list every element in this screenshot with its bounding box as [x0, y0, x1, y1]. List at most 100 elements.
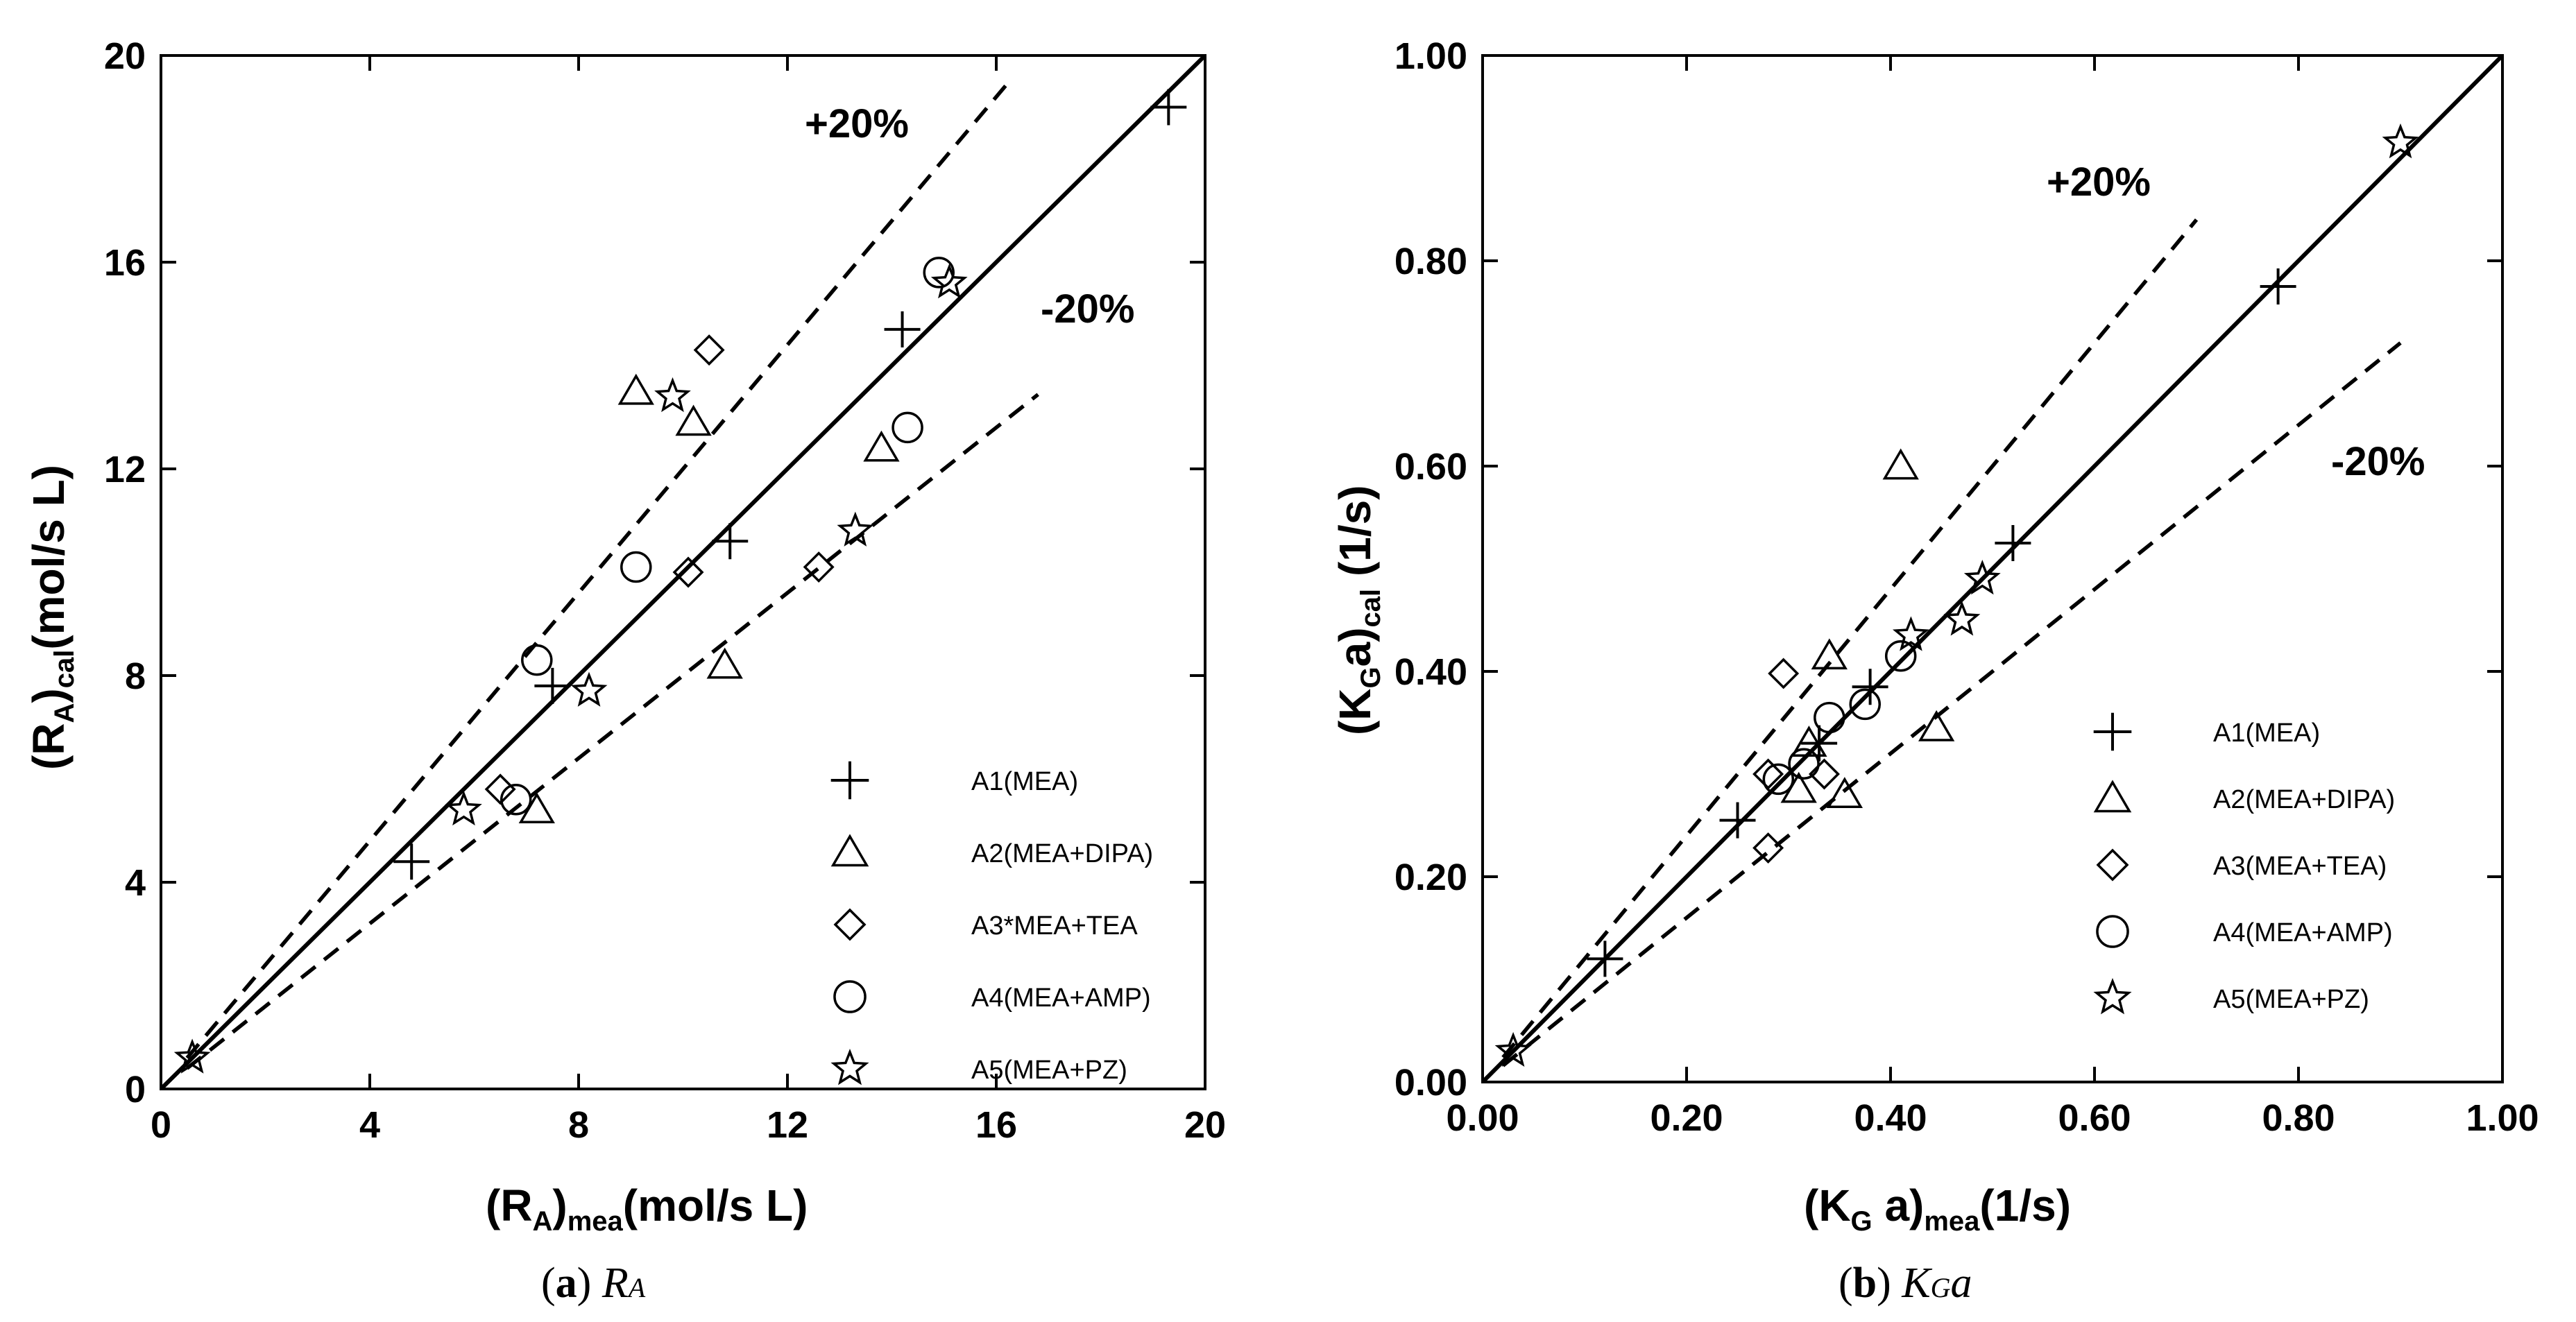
reference-line-minus20pct: [1501, 341, 2402, 1067]
data-point-circle: [892, 411, 923, 444]
legend-label: A2(MEA+DIPA): [971, 839, 1153, 868]
legend-marker-circle: [833, 980, 867, 1013]
x-tick-label: 20: [1184, 1104, 1226, 1146]
x-tick-label: 0.20: [1650, 1097, 1723, 1139]
data-point-star: [1892, 616, 1929, 651]
legend-marker-diamond: [2096, 848, 2129, 882]
legend-label: A1(MEA): [2213, 719, 2320, 748]
x-axis-title-b: (KG a)mea(1/s): [1804, 1181, 2071, 1237]
legend-marker-diamond: [833, 908, 867, 941]
data-point-star: [1963, 560, 2001, 595]
y-tick-label: 20: [104, 35, 146, 77]
chart-panel-a: 0 4 8 12 16 20 0 4 8 12 16 20 +20% -20% (RA)mea(mo…: [24, 35, 1226, 1307]
data-point-plus: [2260, 268, 2296, 304]
data-point-circle: [521, 644, 553, 676]
data-point-triangle: [1826, 777, 1863, 808]
data-point-circle: [923, 257, 955, 289]
data-point-circle: [1788, 748, 1820, 780]
x-tick-label: 4: [359, 1104, 380, 1146]
caption-a: (a) RA: [541, 1260, 646, 1307]
y-tick-label: 0.40: [1394, 651, 1467, 693]
x-tick-label: 0: [151, 1104, 171, 1146]
data-point-star: [570, 671, 608, 707]
legend-label: A4(MEA+AMP): [971, 984, 1151, 1013]
band-label-plus-a: +20%: [805, 101, 909, 146]
data-point-triangle: [518, 792, 555, 824]
data-point-triangle: [863, 430, 900, 462]
reference-line-minus20pct: [185, 393, 1039, 1070]
y-tick-label: 4: [125, 862, 146, 904]
data-point-triangle: [706, 647, 743, 679]
data-point-star: [930, 264, 968, 299]
band-label-plus-b: +20%: [2047, 160, 2151, 205]
x-tick-label: 12: [767, 1104, 808, 1146]
y-tick-label: 0.60: [1394, 446, 1467, 488]
reference-line-parity: [1483, 55, 2502, 1082]
data-point-plus: [534, 667, 571, 704]
data-point-star: [1494, 1031, 1532, 1067]
legend-marker-plus: [830, 761, 869, 800]
legend-marker-star: [2093, 978, 2132, 1015]
legend-marker-circle: [2096, 915, 2129, 948]
legend-label: A3*MEA+TEA: [971, 911, 1138, 941]
caption-b: (b) KGa: [1839, 1260, 1972, 1307]
data-points-a: [173, 89, 1187, 1074]
y-tick-labels-b: 0.00 0.20 0.40 0.60 0.80 1.00: [1394, 35, 1467, 1104]
data-point-plus: [1587, 941, 1623, 977]
data-point-triangle: [1791, 726, 1827, 757]
data-point-diamond: [1808, 758, 1840, 790]
y-tick-label: 12: [104, 449, 146, 490]
data-point-diamond: [484, 773, 516, 805]
x-tick-label: 0.00: [1446, 1097, 1519, 1139]
data-point-triangle: [1918, 710, 1955, 741]
data-point-circle: [1814, 701, 1845, 734]
reference-line-plus20pct: [1501, 218, 2199, 1059]
data-point-plus: [1719, 802, 1756, 839]
y-tick-label: 16: [104, 242, 146, 284]
legend-a: A1(MEA) A2(MEA+DIPA) A3*MEA+TEA A4(MEA+AMP)…: [830, 761, 1153, 1085]
chart-panel-b: 0.00 0.20 0.40 0.60 0.80 1.00 0.00 0.20 0.40 0.6…: [1330, 35, 2539, 1307]
legend-label: A1(MEA): [971, 767, 1078, 796]
data-point-plus: [1150, 89, 1187, 126]
band-label-minus-a: -20%: [1041, 286, 1134, 332]
data-point-diamond: [1768, 658, 1800, 689]
x-tick-labels-a: 0 4 8 12 16 20: [151, 1104, 1226, 1146]
tick-marks-b: [1481, 54, 2504, 1083]
data-point-circle: [620, 551, 652, 583]
data-point-diamond: [693, 334, 725, 366]
legend-label: A5(MEA+PZ): [971, 1056, 1127, 1085]
y-axis-title-b: (KGa)cal (1/s): [1330, 485, 1386, 735]
x-tick-label: 8: [568, 1104, 589, 1146]
data-point-diamond: [1752, 832, 1784, 864]
y-tick-label: 0.20: [1394, 857, 1467, 898]
x-tick-label: 16: [975, 1104, 1017, 1146]
legend-label: A2(MEA+DIPA): [2213, 785, 2395, 814]
legend-b: A1(MEA) A2(MEA+DIPA) A3(MEA+TEA) A4(MEA+AMP…: [2093, 712, 2395, 1015]
plot-frame-b: [1481, 54, 2504, 1083]
data-point-triangle: [675, 404, 712, 436]
legend-label: A5(MEA+PZ): [2213, 985, 2369, 1014]
data-point-triangle: [1882, 448, 1919, 480]
legend-marker-star: [830, 1049, 869, 1085]
legend-marker-plus: [2093, 712, 2132, 751]
reference-line-plus20pct: [185, 83, 1009, 1060]
data-point-star: [837, 511, 874, 547]
reference-lines-b: [1483, 55, 2502, 1082]
plot-frame-a: [160, 54, 1206, 1090]
x-axis-title-a: (RA)mea(mol/s L): [486, 1181, 808, 1237]
y-axis-title-a: (RA)cal(mol/s L): [24, 465, 80, 770]
reference-line-parity: [161, 55, 1205, 1089]
legend-label: A4(MEA+AMP): [2213, 918, 2393, 947]
data-point-triangle: [1811, 638, 1848, 670]
data-point-star: [445, 790, 482, 826]
data-point-triangle: [617, 373, 654, 405]
data-point-plus: [712, 523, 749, 560]
data-point-circle: [1762, 763, 1795, 796]
data-point-plus: [1995, 525, 2031, 561]
reference-lines-a: [161, 55, 1205, 1089]
y-tick-label: 0.00: [1394, 1062, 1467, 1104]
data-point-plus: [393, 843, 430, 880]
legend-marker-triangle: [830, 834, 869, 867]
x-tick-label: 0.80: [2262, 1097, 2335, 1139]
legend-marker-triangle: [2093, 780, 2132, 813]
